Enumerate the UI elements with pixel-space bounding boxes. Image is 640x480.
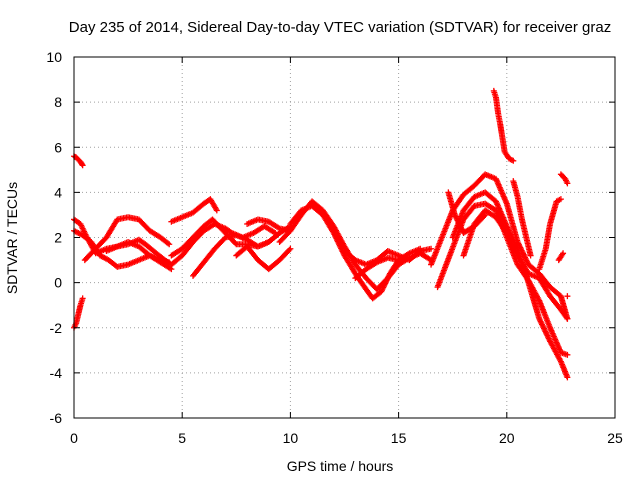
series-arc-start-high xyxy=(71,153,86,169)
data-point xyxy=(564,180,571,187)
plot-frame xyxy=(73,56,616,419)
data-point xyxy=(213,207,220,214)
series-arc-late-e xyxy=(564,293,571,300)
data-point xyxy=(564,351,571,358)
y-tick-label: 8 xyxy=(54,94,62,110)
chart-title: Day 235 of 2014, Sidereal Day-to-day VTE… xyxy=(69,19,611,36)
data-point xyxy=(287,245,294,252)
series-arc-late-a xyxy=(510,178,534,259)
x-tick-label: 20 xyxy=(499,430,515,446)
data-point xyxy=(79,295,86,302)
data-point xyxy=(78,161,85,168)
data-point xyxy=(166,241,173,248)
y-tick-label: 0 xyxy=(54,275,62,291)
data-point xyxy=(482,211,489,218)
data-point xyxy=(564,374,571,381)
x-tick-label: 15 xyxy=(391,430,407,446)
data-point xyxy=(557,196,564,203)
y-tick-label: -2 xyxy=(50,320,63,336)
y-tick-label: 4 xyxy=(54,184,62,200)
data-point xyxy=(286,246,293,253)
data-point xyxy=(481,213,488,220)
series-arc-eve-d xyxy=(460,207,571,322)
y-tick-label: 10 xyxy=(46,49,62,65)
data-points xyxy=(71,87,571,381)
series-arc-start-low xyxy=(71,295,86,331)
data-point xyxy=(428,245,435,252)
y-tick-label: 2 xyxy=(54,230,62,246)
y-axis-title: SDTVAR / TECUs xyxy=(4,182,20,294)
series-arc-late-c xyxy=(555,250,567,264)
data-point xyxy=(527,252,534,259)
data-point xyxy=(395,257,402,264)
series-arc-mid-f xyxy=(233,243,294,273)
grid xyxy=(74,57,615,418)
series-arc-mid-c xyxy=(168,196,220,225)
data-point xyxy=(79,162,86,169)
x-tick-label: 0 xyxy=(70,430,78,446)
x-axis-title: GPS time / hours xyxy=(287,458,394,474)
data-point xyxy=(275,230,282,237)
series-arc-noon-d xyxy=(352,254,402,282)
axis-ticks: 0 5 10 15 20 25 -6 -4 -2 0 2 4 6 8 10 xyxy=(46,49,623,446)
x-tick-label: 5 xyxy=(178,430,186,446)
data-point xyxy=(564,293,571,300)
x-tick-label: 25 xyxy=(607,430,623,446)
series-arc-morning-c xyxy=(81,214,173,264)
data-point xyxy=(564,315,571,322)
series-arc-late-d xyxy=(557,171,571,187)
data-point xyxy=(416,249,423,256)
data-point xyxy=(164,240,171,247)
y-tick-label: -4 xyxy=(50,365,63,381)
series-arc-eve-e xyxy=(445,189,489,236)
data-point xyxy=(560,250,567,257)
series-arc-late-b xyxy=(536,196,564,273)
x-tick-label: 10 xyxy=(283,430,299,446)
series-arc-spike xyxy=(490,87,517,164)
data-point xyxy=(510,157,517,164)
data-point xyxy=(563,314,570,321)
y-tick-label: -6 xyxy=(50,410,63,426)
series-arc-noon-b xyxy=(287,202,424,302)
y-tick-label: 6 xyxy=(54,139,62,155)
